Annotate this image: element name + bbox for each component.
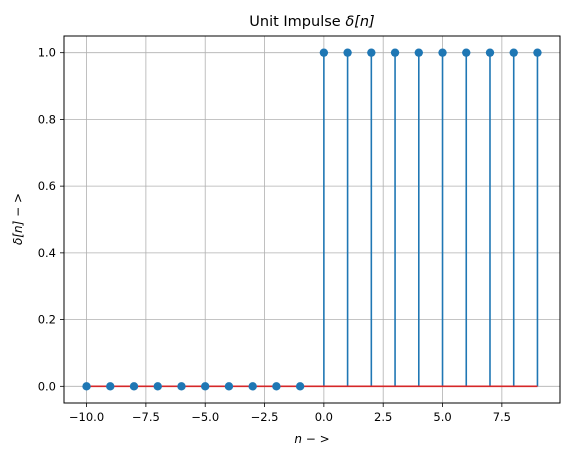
y-tick-label: 0.0 xyxy=(38,379,56,393)
stem-marker xyxy=(106,382,115,391)
stem-marker xyxy=(177,382,186,391)
stem-marker xyxy=(390,48,400,57)
stem-marker xyxy=(224,382,234,391)
stem-marker xyxy=(319,48,329,57)
chart-title: Unit Impulse δ[n] xyxy=(249,14,374,30)
x-tick-label: 0.0 xyxy=(315,410,333,424)
stem-marker xyxy=(201,382,210,391)
stem-marker xyxy=(129,382,139,391)
x-axis-label: n − > xyxy=(294,432,329,446)
stem-marker xyxy=(82,382,91,391)
x-tick-label: −2.5 xyxy=(251,410,279,424)
y-tick-label: 0.8 xyxy=(38,112,56,126)
grid-lines xyxy=(64,36,560,403)
y-axis-label: δ[n] − > xyxy=(11,193,25,245)
stem-marker xyxy=(295,382,305,391)
x-tick-label: 5.0 xyxy=(433,410,451,424)
x-tick-label: −10.0 xyxy=(69,410,104,424)
stem-marker xyxy=(509,48,518,57)
y-tick-label: 1.0 xyxy=(38,46,56,60)
y-tick-label: 0.4 xyxy=(38,246,56,260)
stem-marker xyxy=(485,48,495,57)
stem-marker xyxy=(343,48,352,57)
y-tick-label: 0.2 xyxy=(38,313,56,327)
stem-marker xyxy=(272,382,281,391)
plot-area-frame xyxy=(63,35,561,404)
x-tick-label: 7.5 xyxy=(493,410,511,424)
stem-marker xyxy=(153,382,162,391)
x-tick-label: −5.0 xyxy=(191,410,219,424)
stem-marker xyxy=(367,48,376,57)
y-tick-label: 0.6 xyxy=(38,179,56,193)
stem-marker xyxy=(248,382,257,391)
stem-marker xyxy=(533,48,542,57)
x-tick-label: 2.5 xyxy=(374,410,392,424)
axis-ticks: −10.0 −7.5 −5.0 −2.5 0.0 2.5 5.0 7.5 0.0 0.2 0.4 0.… xyxy=(38,46,511,424)
stem-marker xyxy=(414,48,423,57)
stem-series xyxy=(82,48,542,391)
x-tick-label: −7.5 xyxy=(132,410,160,424)
stem-marker xyxy=(462,48,471,57)
stem-marker xyxy=(438,48,447,57)
